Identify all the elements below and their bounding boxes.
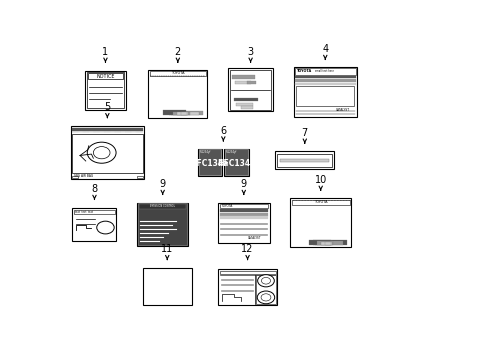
Bar bbox=[241, 106, 252, 109]
Bar bbox=[321, 242, 331, 245]
Text: TOYOTA: TOYOTA bbox=[221, 204, 232, 208]
Bar bbox=[235, 81, 250, 84]
Circle shape bbox=[257, 275, 274, 287]
Text: 5: 5 bbox=[104, 103, 110, 112]
Text: R-1234yf: R-1234yf bbox=[199, 150, 210, 154]
Bar bbox=[309, 240, 331, 245]
Bar bbox=[169, 111, 203, 115]
Bar bbox=[225, 149, 247, 175]
Text: 10: 10 bbox=[314, 175, 326, 185]
Text: 3: 3 bbox=[247, 47, 253, 57]
Bar bbox=[142, 268, 191, 305]
Bar bbox=[220, 213, 267, 216]
Bar bbox=[171, 112, 199, 115]
Bar bbox=[198, 149, 221, 175]
Text: 1: 1 bbox=[102, 47, 108, 57]
Bar bbox=[312, 240, 346, 245]
Bar bbox=[137, 176, 142, 178]
Text: R-1234yf: R-1234yf bbox=[226, 150, 237, 154]
Bar bbox=[72, 128, 143, 131]
Circle shape bbox=[261, 278, 270, 284]
Text: CATALYST: CATALYST bbox=[247, 237, 261, 240]
Bar bbox=[294, 67, 356, 117]
Circle shape bbox=[97, 221, 114, 234]
Text: EMISSION CONTROL: EMISSION CONTROL bbox=[150, 204, 175, 208]
Text: 4: 4 bbox=[322, 44, 327, 54]
Bar bbox=[219, 270, 275, 274]
Bar bbox=[229, 69, 271, 110]
Bar bbox=[72, 208, 116, 242]
Bar bbox=[176, 112, 188, 115]
Bar bbox=[295, 82, 355, 85]
Text: SRS AIR BAG: SRS AIR BAG bbox=[74, 174, 93, 178]
Bar bbox=[87, 73, 123, 79]
Bar bbox=[236, 103, 253, 106]
Circle shape bbox=[87, 142, 116, 163]
Text: 6: 6 bbox=[220, 126, 226, 136]
Text: 8: 8 bbox=[91, 184, 97, 194]
Bar bbox=[227, 68, 273, 111]
Text: 2: 2 bbox=[174, 47, 181, 57]
Bar bbox=[72, 176, 78, 178]
Bar bbox=[74, 210, 114, 214]
Bar bbox=[137, 203, 188, 246]
Bar bbox=[295, 76, 355, 78]
Circle shape bbox=[93, 147, 110, 159]
Text: 7: 7 bbox=[301, 128, 307, 138]
Bar bbox=[296, 86, 354, 105]
Bar bbox=[220, 216, 267, 219]
Bar bbox=[279, 159, 329, 162]
Bar bbox=[275, 151, 333, 169]
Bar bbox=[232, 75, 255, 79]
Bar bbox=[295, 79, 355, 82]
Bar bbox=[218, 269, 277, 305]
Bar bbox=[86, 72, 124, 108]
Bar bbox=[295, 68, 355, 75]
Bar bbox=[180, 112, 187, 115]
Bar bbox=[291, 200, 349, 204]
Bar bbox=[72, 134, 142, 174]
Text: NOTICE: NOTICE bbox=[96, 74, 115, 79]
Bar bbox=[246, 81, 256, 84]
Bar bbox=[197, 149, 222, 176]
Circle shape bbox=[257, 291, 274, 304]
Bar bbox=[139, 204, 186, 209]
Bar bbox=[220, 209, 267, 212]
Bar bbox=[224, 149, 248, 176]
Text: TOYOTA: TOYOTA bbox=[297, 69, 312, 73]
Bar bbox=[138, 203, 186, 245]
Bar bbox=[70, 126, 144, 179]
Bar bbox=[149, 71, 205, 76]
Text: 12: 12 bbox=[241, 244, 253, 255]
Bar bbox=[173, 112, 190, 115]
Bar bbox=[220, 204, 267, 208]
Bar bbox=[325, 242, 330, 245]
Text: text  text  text: text text text bbox=[75, 210, 93, 214]
Bar bbox=[316, 242, 332, 245]
Circle shape bbox=[261, 294, 270, 301]
Bar bbox=[314, 241, 342, 245]
Bar bbox=[218, 203, 269, 243]
Bar bbox=[84, 71, 126, 110]
Text: HFC134a: HFC134a bbox=[190, 159, 228, 168]
Text: CATALYST: CATALYST bbox=[335, 108, 349, 112]
Text: TOYOTA: TOYOTA bbox=[171, 71, 184, 75]
Text: TOYOTA: TOYOTA bbox=[313, 200, 327, 204]
Bar bbox=[163, 110, 186, 115]
Text: small text here: small text here bbox=[314, 69, 333, 73]
Text: 9: 9 bbox=[159, 179, 165, 189]
Bar bbox=[148, 69, 206, 118]
Text: HFC134a: HFC134a bbox=[217, 159, 255, 168]
Text: 9: 9 bbox=[240, 179, 246, 189]
Bar bbox=[277, 153, 331, 167]
Text: 11: 11 bbox=[161, 244, 173, 255]
Bar bbox=[290, 198, 350, 247]
Bar bbox=[255, 275, 275, 304]
Bar bbox=[233, 98, 258, 102]
